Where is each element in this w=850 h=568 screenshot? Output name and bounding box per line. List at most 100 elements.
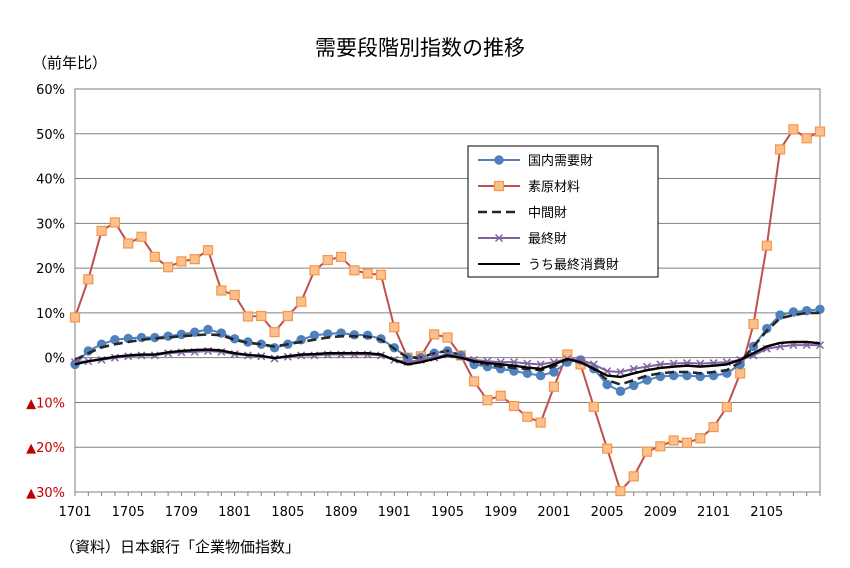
data-point [761, 240, 772, 251]
series-line [74, 128, 821, 493]
data-point [123, 238, 134, 249]
x-tick-label: 2005 [591, 505, 624, 520]
data-point [149, 251, 160, 263]
data-point [190, 327, 200, 337]
legend-label: 国内需要財 [528, 153, 593, 169]
data-point [815, 304, 825, 315]
legend-label: 最終財 [528, 231, 567, 247]
data-point [801, 133, 812, 144]
data-point [788, 307, 799, 317]
series-line [74, 340, 821, 379]
series [69, 124, 826, 497]
data-point [615, 386, 626, 396]
data-point [429, 329, 440, 340]
legend-entry: 最終財 [478, 231, 567, 247]
legend-label: 中間財 [528, 206, 567, 221]
data-point [349, 265, 360, 276]
data-point [695, 433, 706, 444]
y-tick-label: 50% [36, 128, 65, 143]
data-point [176, 329, 187, 340]
legend-marker [494, 155, 504, 165]
data-point [522, 411, 533, 422]
legend-label: 素原材料 [528, 180, 580, 195]
x-tick-label: 1801 [218, 505, 251, 520]
data-point [629, 364, 638, 373]
x-tick-label: 2101 [697, 505, 730, 520]
data-point [615, 486, 626, 497]
data-point [681, 437, 693, 448]
data-point [523, 359, 532, 368]
data-point [189, 254, 200, 265]
x-tick-label: 1809 [325, 505, 358, 520]
legend-entry: 中間財 [478, 206, 567, 221]
data-point [69, 312, 81, 323]
data-point [642, 375, 652, 385]
data-point [588, 401, 599, 413]
y-tick-label: 10% [36, 307, 65, 322]
y-tick-label: ▲30% [26, 486, 65, 501]
data-point [602, 443, 613, 454]
data-point [216, 285, 227, 296]
y-tick-label: 30% [36, 217, 65, 232]
x-tick-label: 1909 [484, 505, 517, 520]
data-point [309, 330, 320, 340]
data-point [83, 274, 94, 285]
data-point [269, 327, 280, 338]
series-4 [74, 340, 821, 379]
data-point [389, 322, 400, 333]
data-point [708, 421, 719, 433]
legend-entry: 国内需要財 [478, 153, 593, 169]
data-point [735, 368, 746, 379]
legend-marker [494, 233, 504, 243]
data-point [508, 400, 520, 412]
data-point [136, 231, 147, 242]
data-point [616, 367, 625, 377]
y-tick-label: ▲10% [26, 396, 65, 411]
x-tick-label: 1705 [112, 505, 145, 520]
data-point [814, 126, 826, 137]
data-point [322, 254, 333, 266]
data-point [628, 471, 639, 482]
x-tick-label: 1805 [271, 505, 304, 520]
x-tick-label: 1905 [431, 505, 464, 520]
data-point [748, 318, 759, 330]
data-point [788, 124, 799, 135]
legend-marker [493, 180, 505, 192]
data-point [335, 251, 347, 263]
data-point [655, 441, 666, 452]
data-point [242, 311, 254, 322]
legend-label: うち最終消費財 [528, 257, 619, 273]
y-tick-label: 0% [44, 352, 65, 367]
data-point [602, 379, 612, 390]
data-point [375, 269, 387, 280]
x-tick-label: 1901 [378, 505, 411, 520]
series-1 [69, 124, 826, 497]
data-point [176, 256, 187, 267]
x-axis-ticks: 1701 1705 1709 1801 1805 1809 1901 1905 1909 2001… [58, 492, 821, 520]
data-point [256, 310, 267, 322]
y-tick-label: ▲20% [26, 441, 65, 456]
data-point [641, 446, 653, 457]
data-point [549, 367, 559, 377]
legend-entry: 素原材料 [478, 180, 580, 195]
y-tick-label: 20% [36, 262, 65, 277]
data-point [96, 225, 107, 237]
data-point [535, 370, 546, 381]
data-point [535, 417, 546, 428]
series-2 [74, 311, 820, 386]
y-tick-label: 40% [36, 173, 65, 188]
source-label: （資料）日本銀行「企業物価指数」 [60, 538, 300, 556]
x-tick-label: 1701 [58, 505, 91, 520]
data-point [495, 390, 506, 401]
data-point [349, 330, 360, 340]
data-point [203, 324, 213, 335]
data-point [296, 296, 307, 307]
data-point [536, 360, 545, 369]
data-point [229, 289, 240, 301]
series-line [74, 311, 820, 386]
data-point [362, 268, 373, 279]
data-point [775, 310, 785, 320]
data-point [163, 262, 174, 273]
data-point [109, 217, 121, 228]
